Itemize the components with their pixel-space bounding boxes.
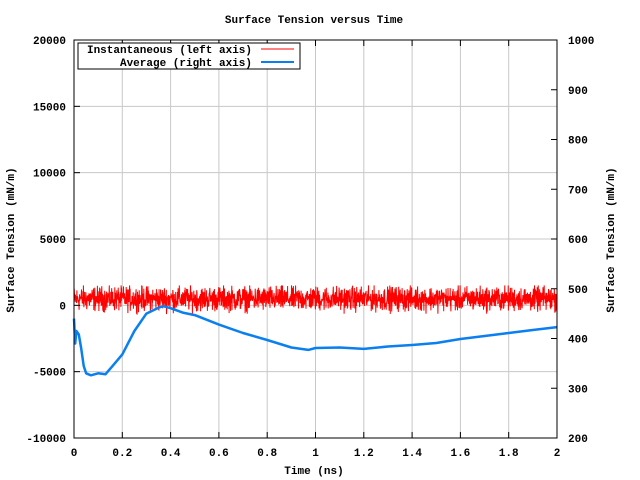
average-series: [72, 304, 558, 377]
x-tick-label: 1.2: [354, 448, 374, 460]
y-left-tick-label: -5000: [33, 368, 66, 380]
legend-label-average: Average (right axis): [120, 58, 252, 70]
instantaneous-line: [73, 285, 558, 315]
axis-ticks: 0 0.2 0.4 0.6 0.8 1 1.2 1.4 1.6 1.8 2 -10000 -5000 0 5…: [26, 36, 594, 460]
y-left-tick-label: 0: [59, 301, 66, 313]
y-right-tick-label: 200: [568, 434, 588, 446]
x-tick-label: 0.6: [209, 448, 229, 460]
x-tick-label: 0: [71, 448, 78, 460]
legend-box: [77, 42, 301, 70]
instantaneous-series: [73, 285, 558, 315]
y-right-tick-label: 1000: [568, 36, 594, 48]
y-left-tick-label: -10000: [26, 434, 66, 446]
legend: Instantaneous (left axis) Average (right…: [77, 42, 301, 70]
y-right-tick-label: 500: [568, 285, 588, 297]
x-tick-label: 1: [312, 448, 319, 460]
x-tick-label: 0.8: [257, 448, 277, 460]
y-right-tick-label: 600: [568, 235, 588, 247]
x-tick-label: 1.8: [499, 448, 519, 460]
y-left-tick-label: 10000: [33, 169, 66, 181]
average-line: [72, 304, 558, 377]
y-right-tick-label: 900: [568, 86, 588, 98]
x-tick-label: 0.2: [112, 448, 132, 460]
y-right-tick-label: 800: [568, 136, 588, 148]
x-axis-label: Time (ns): [284, 466, 343, 478]
y-right-tick-label: 400: [568, 335, 588, 347]
x-tick-label: 1.6: [450, 448, 470, 460]
x-tick-label: 2: [554, 448, 561, 460]
y-left-tick-label: 20000: [33, 36, 66, 48]
y-left-tick-label: 5000: [40, 235, 66, 247]
y-left-axis-label: Surface Tension (mN/m): [6, 167, 18, 312]
grid: [74, 40, 557, 438]
y-right-axis-label: Surface Tension (mN/m): [606, 167, 618, 312]
y-right-tick-label: 700: [568, 185, 588, 197]
x-tick-label: 1.4: [402, 448, 422, 460]
legend-label-instantaneous: Instantaneous (left axis): [87, 45, 252, 57]
chart-title: Surface Tension versus Time: [225, 15, 404, 27]
y-right-tick-label: 300: [568, 384, 588, 396]
x-tick-label: 0.4: [161, 448, 181, 460]
y-left-tick-label: 15000: [33, 102, 66, 114]
